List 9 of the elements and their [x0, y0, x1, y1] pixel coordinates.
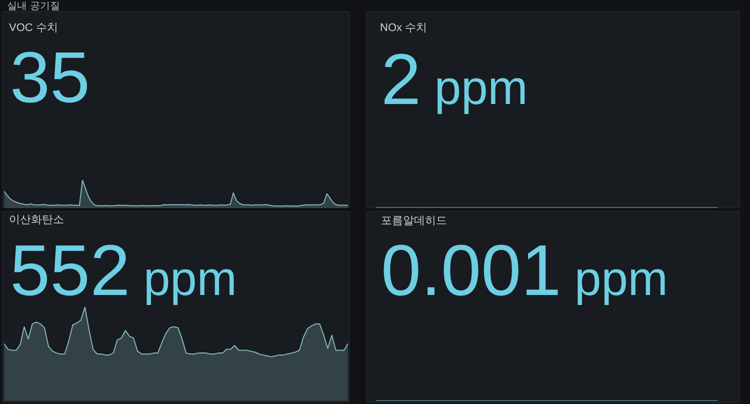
text: 실내 공기질 — [7, 1, 60, 12]
text: 포름알데히드 — [381, 215, 447, 228]
chart-subtitle: 35 — [10, 38, 90, 118]
text: 0.001 ppm — [381, 231, 668, 311]
text: 2 ppm — [381, 40, 528, 120]
chart-subtitle: 552 ppm — [10, 231, 237, 311]
text: NOx 수치 — [380, 22, 428, 35]
chart-title: 이산화탄소 — [9, 214, 64, 227]
chart-title: VOC 수치 — [9, 22, 58, 35]
